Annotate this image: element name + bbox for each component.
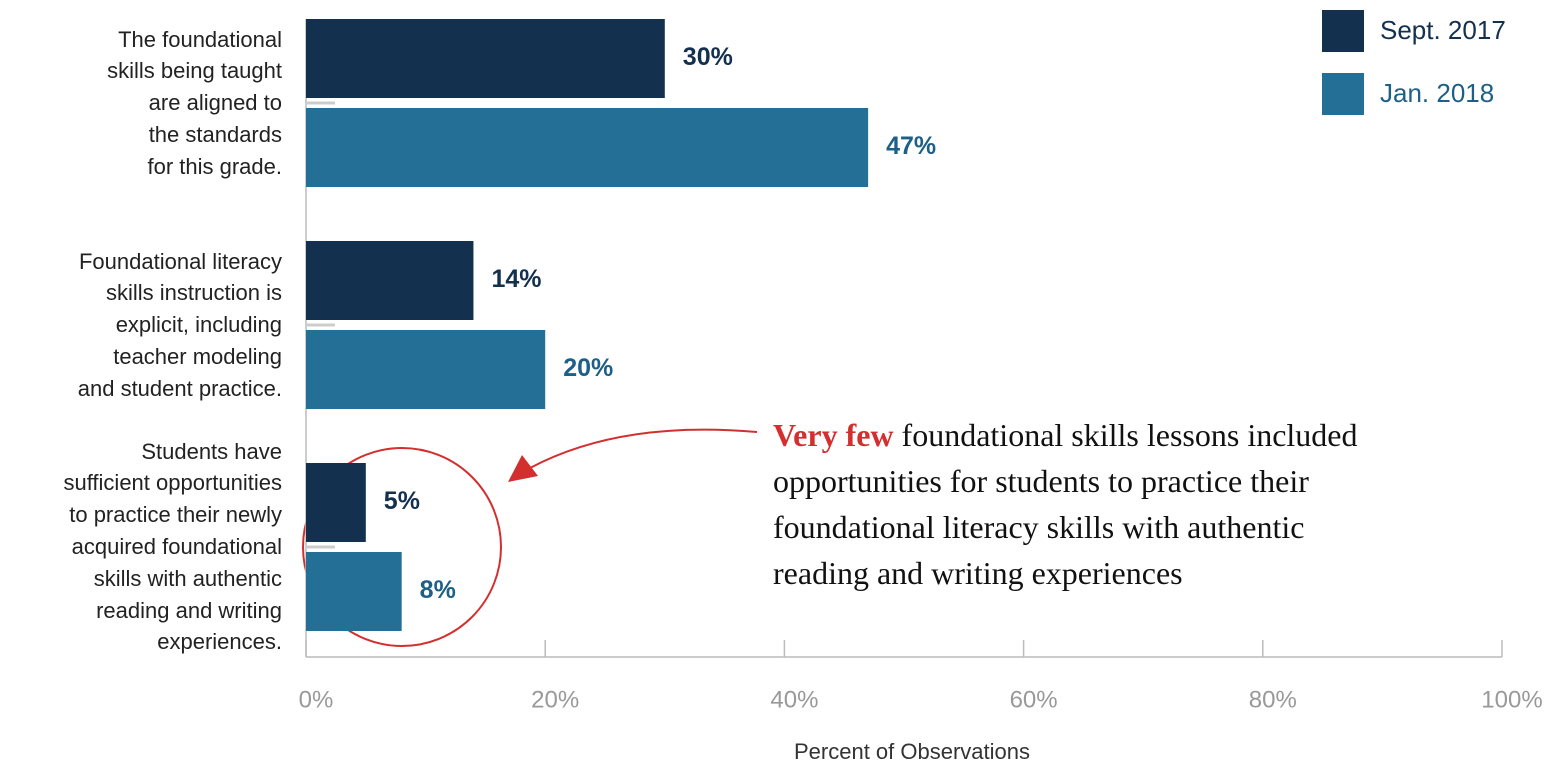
value-label: 5%: [384, 487, 420, 515]
bar: [306, 241, 474, 320]
bar: [306, 463, 366, 542]
legend-swatch: [1322, 73, 1364, 115]
highlight-circle: [302, 447, 502, 647]
value-label: 47%: [886, 132, 936, 160]
value-label: 20%: [563, 354, 613, 382]
value-label: 14%: [491, 265, 541, 293]
annotation-arrow: [529, 428, 758, 469]
bar: [306, 19, 665, 98]
category-label: Foundational literacy skills instruction…: [77, 248, 282, 401]
legend-label: Sept. 2017: [1380, 15, 1506, 45]
annotation: Very few foundational skills lessons inc…: [773, 412, 1358, 596]
x-tick-label: 60%: [1010, 686, 1058, 713]
x-tick-label: 40%: [770, 686, 818, 713]
x-tick-label: 100%: [1481, 686, 1542, 713]
annotation-text: foundational skills lessons included opp…: [773, 417, 1358, 591]
category-label: The foundational skills being taught are…: [107, 26, 282, 179]
value-label: 8%: [420, 576, 456, 604]
x-axis-label: Percent of Observations: [794, 739, 1030, 764]
value-label: 30%: [683, 43, 733, 71]
x-tick-label: 20%: [531, 686, 579, 713]
bar: [306, 552, 402, 631]
x-tick-label: 0%: [299, 686, 334, 713]
arrow-head: [508, 455, 538, 482]
legend-swatch: [1322, 10, 1364, 52]
x-tick-label: 80%: [1249, 686, 1297, 713]
annotation-highlight: Very few: [773, 417, 894, 453]
legend-label: Jan. 2018: [1380, 78, 1494, 108]
category-label: Students have sufficient opportunities t…: [63, 438, 282, 655]
bar: [306, 330, 546, 409]
bar: [306, 108, 869, 187]
